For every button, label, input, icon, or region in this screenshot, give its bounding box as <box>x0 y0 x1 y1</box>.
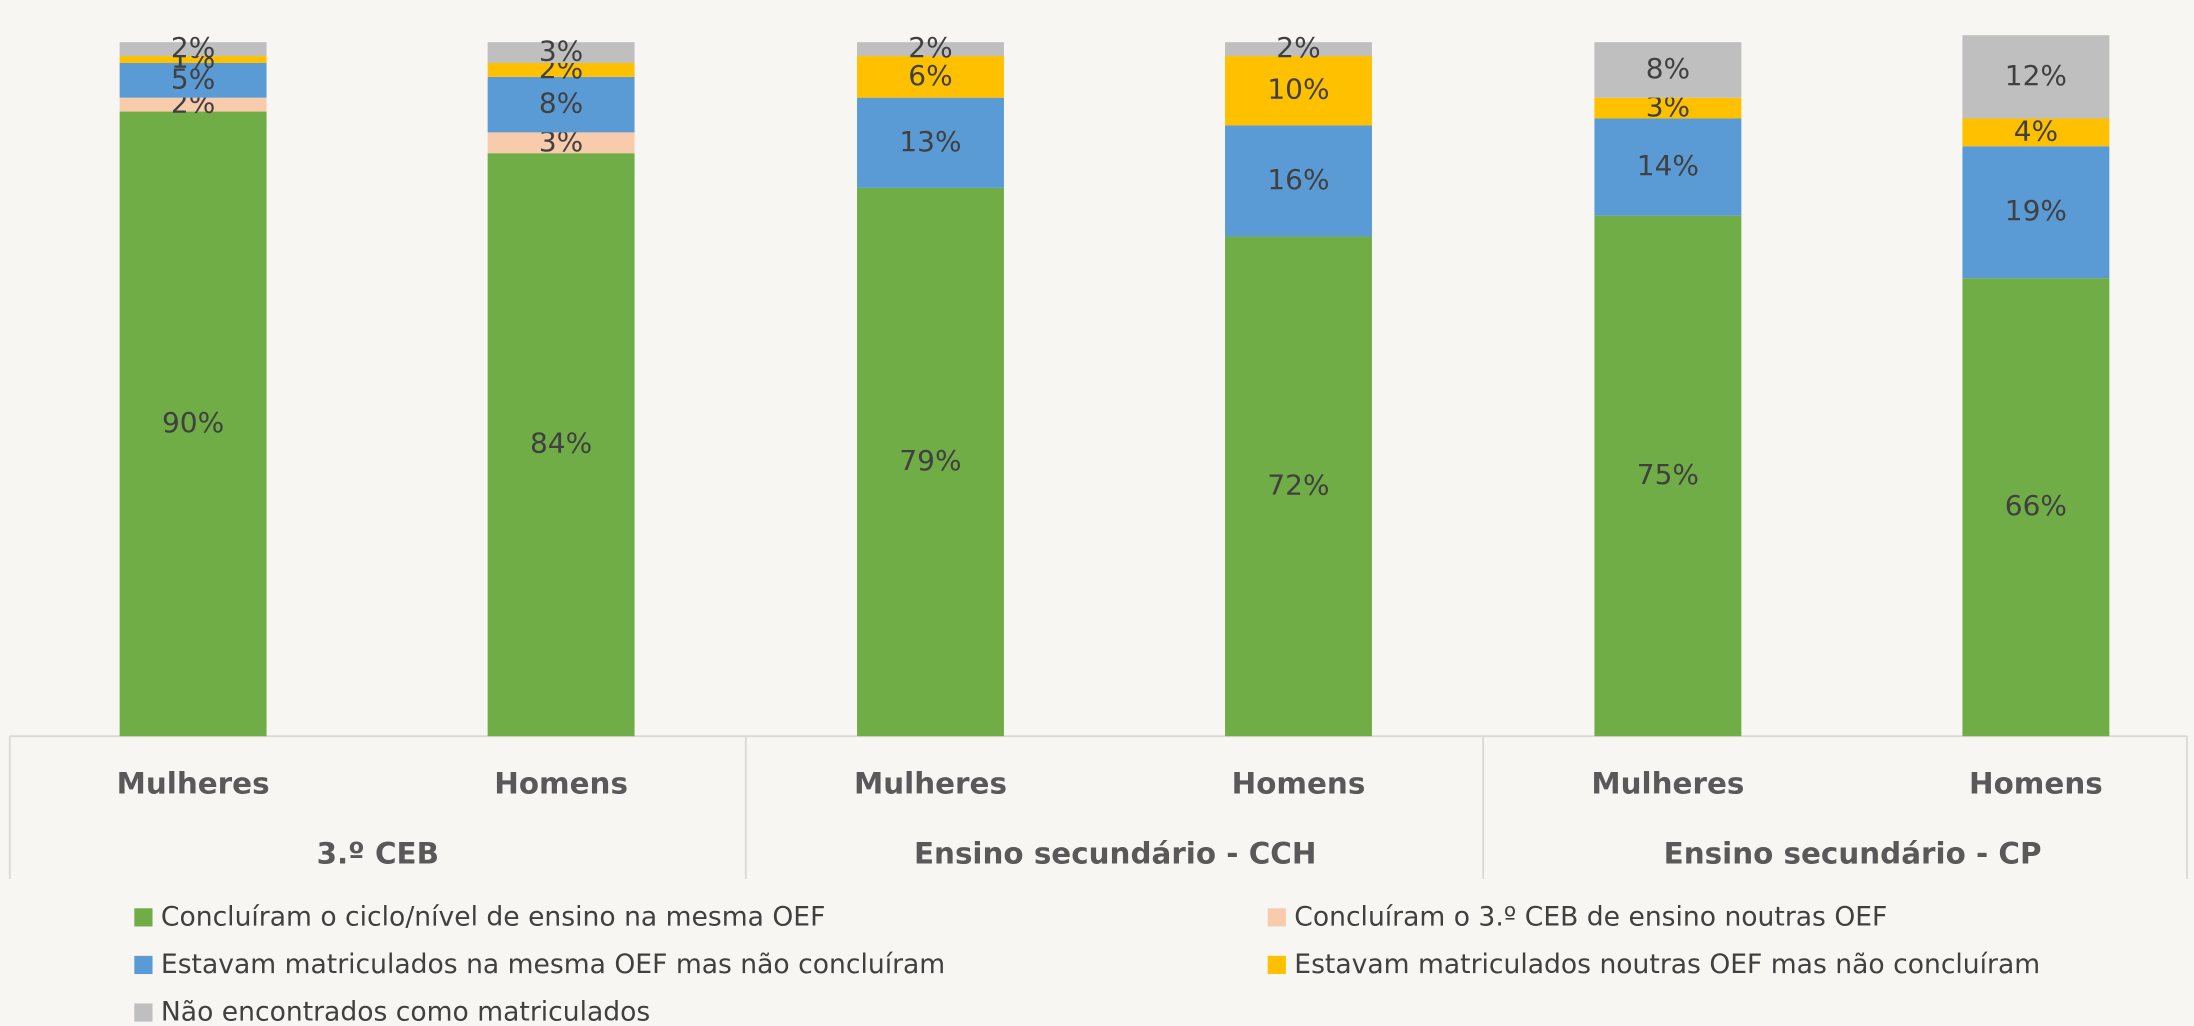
bar-segment <box>119 42 267 57</box>
bar-segment <box>487 76 635 133</box>
legend-label: Estavam matriculados noutras OEF mas não… <box>1294 949 2040 980</box>
bar-segment <box>487 42 635 63</box>
bar-segment <box>857 97 1004 188</box>
bar-segment <box>1962 118 2110 147</box>
data-label: 90% <box>162 406 224 439</box>
bar-segment <box>857 42 1004 57</box>
bar-segment <box>857 187 1004 737</box>
group-label: 3.º CEB <box>317 837 439 871</box>
data-label: 84% <box>530 427 592 460</box>
legend-swatch <box>134 1003 153 1022</box>
data-label: 2% <box>1276 31 1320 64</box>
data-label: 19% <box>2005 194 2067 227</box>
group-label: Ensino secundário - CP <box>1664 837 2042 871</box>
data-label: 75% <box>1637 458 1699 491</box>
bar-segment <box>487 153 635 737</box>
bar-segment <box>119 56 267 63</box>
data-label: 6% <box>908 59 952 92</box>
legend-swatch <box>134 955 153 975</box>
legend-swatch <box>134 908 153 927</box>
bar-segment <box>1594 118 1742 216</box>
legend-swatch <box>1267 955 1286 975</box>
data-label: 8% <box>1646 52 1690 85</box>
bar-segment <box>1225 125 1372 237</box>
data-label: 16% <box>1267 163 1329 196</box>
bar-segment <box>119 62 267 98</box>
bar-segment <box>1594 215 1742 737</box>
legend-label: Concluíram o 3.º CEB de ensino noutras O… <box>1294 902 1887 933</box>
data-label: 10% <box>1267 73 1329 106</box>
data-label: 2% <box>908 31 952 64</box>
bar-segment <box>1225 56 1372 126</box>
data-label: 14% <box>1637 149 1699 182</box>
bar-segment <box>857 56 1004 98</box>
bar-segment <box>1225 42 1372 57</box>
x-tick-label: Mulheres <box>1591 767 1744 801</box>
bar-segment <box>119 111 267 737</box>
data-label: 2% <box>171 31 215 64</box>
bar-segment <box>487 62 635 77</box>
bar-segment <box>487 132 635 154</box>
data-label: 5% <box>171 62 215 95</box>
data-label: 79% <box>899 444 961 477</box>
bar-segment <box>119 97 267 112</box>
data-label: 66% <box>2005 489 2067 522</box>
bar-segment <box>1962 146 2110 279</box>
x-tick-label: Mulheres <box>854 767 1007 801</box>
bar-segment <box>1594 97 1742 119</box>
data-label: 72% <box>1267 468 1329 501</box>
data-label: 4% <box>2014 114 2058 147</box>
legend-label: Concluíram o ciclo/nível de ensino na me… <box>161 902 825 933</box>
data-label: 3% <box>539 35 583 68</box>
bar-segment <box>1225 236 1372 737</box>
x-tick-label: Mulheres <box>117 767 270 801</box>
legend-swatch <box>1267 908 1286 927</box>
x-tick-label: Homens <box>494 767 628 801</box>
data-label: 13% <box>899 125 961 158</box>
x-tick-label: Homens <box>1232 767 1366 801</box>
bar-segment <box>1594 42 1742 98</box>
group-label: Ensino secundário - CCH <box>914 837 1316 871</box>
bar-segment <box>1962 35 2110 119</box>
x-tick-label: Homens <box>1969 767 2103 801</box>
data-label: 12% <box>2005 59 2067 92</box>
data-label: 8% <box>539 87 583 120</box>
bar-segment <box>1962 278 2110 737</box>
legend-label: Estavam matriculados na mesma OEF mas nã… <box>161 949 945 980</box>
legend-label: Não encontrados como matriculados <box>161 997 650 1026</box>
